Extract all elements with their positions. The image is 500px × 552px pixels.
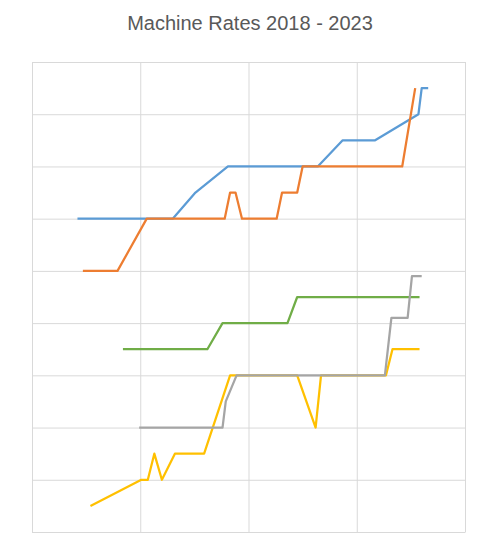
title: Machine Rates 2018 - 2023	[127, 12, 373, 34]
tick	[32, 532, 465, 533]
grid-line	[32, 114, 465, 115]
plot-area	[77, 88, 428, 506]
grid-line	[32, 62, 465, 63]
grid-line	[32, 480, 465, 481]
x-axis	[33, 62, 466, 533]
tick	[32, 62, 33, 532]
line	[83, 88, 415, 271]
axis-line	[33, 532, 466, 533]
tick	[32, 114, 465, 115]
line	[123, 297, 420, 349]
grid-line	[249, 62, 250, 532]
grid-line	[32, 62, 33, 532]
chart: Machine Rates 2018 - 2023	[0, 0, 500, 552]
axis-line	[32, 63, 33, 533]
tick	[32, 62, 465, 63]
tick	[249, 62, 250, 532]
grid-line	[465, 62, 466, 532]
grid-line	[32, 428, 465, 429]
tick	[32, 428, 465, 429]
tick	[32, 480, 465, 481]
grid-line	[140, 62, 141, 532]
tick	[140, 62, 141, 532]
grid-line	[32, 532, 465, 533]
y-axis	[32, 63, 465, 533]
line	[139, 276, 422, 427]
line	[77, 88, 428, 219]
tick	[465, 62, 466, 532]
